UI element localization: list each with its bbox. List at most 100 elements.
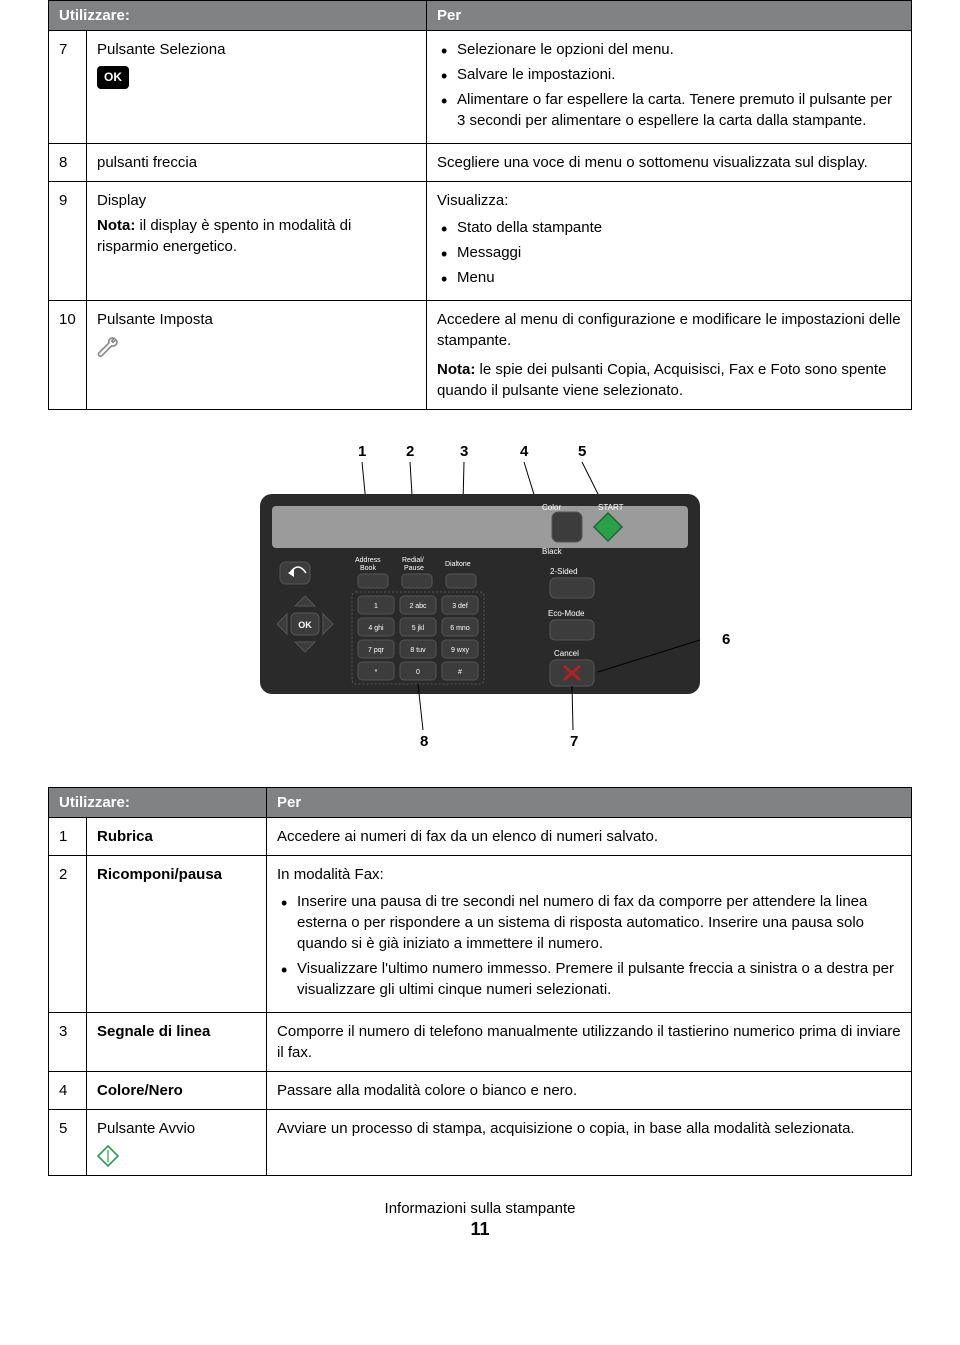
- label-address: Address: [355, 557, 381, 564]
- row-name-cell: Display Nota: il display è spento in mod…: [87, 182, 427, 301]
- label-eco: Eco-Mode: [548, 609, 585, 618]
- callout-5: 5: [578, 443, 586, 460]
- callout-3: 3: [460, 443, 468, 460]
- svg-text:0: 0: [416, 669, 420, 676]
- label-dialtone: Dialtone: [445, 561, 471, 568]
- start-diamond-icon: [97, 1145, 119, 1167]
- callout-6: 6: [722, 631, 730, 648]
- row-num: 8: [49, 144, 87, 182]
- row-num: 10: [49, 301, 87, 410]
- callout-2: 2: [406, 443, 414, 460]
- callout-7: 7: [570, 733, 578, 750]
- row-name: Pulsante Seleziona: [97, 39, 416, 60]
- row-name-cell: Pulsante Imposta: [87, 301, 427, 410]
- note-label: Nota:: [97, 217, 135, 234]
- row-num: 4: [49, 1072, 87, 1110]
- footer: Informazioni sulla stampante 11: [48, 1200, 912, 1240]
- table-row: 4 Colore/Nero Passare alla modalità colo…: [49, 1072, 912, 1110]
- row-for: Accedere al menu di configurazione e mod…: [427, 301, 912, 410]
- row-num: 7: [49, 31, 87, 144]
- table1-header-for: Per: [427, 1, 912, 31]
- label-ok: OK: [298, 620, 312, 630]
- row-for: In modalità Fax: Inserire una pausa di t…: [267, 856, 912, 1013]
- row-for: Visualizza: Stato della stampante Messag…: [427, 182, 912, 301]
- row-name: Rubrica: [87, 818, 267, 856]
- svg-text:6 mno: 6 mno: [450, 625, 470, 632]
- svg-text:Book: Book: [360, 565, 376, 572]
- label-2sided: 2-Sided: [550, 567, 578, 576]
- table2-header-for: Per: [267, 788, 912, 818]
- row-name: Ricomponi/pausa: [87, 856, 267, 1013]
- note-text: le spie dei pulsanti Copia, Acquisisci, …: [437, 361, 886, 399]
- table-row: 3 Segnale di linea Comporre il numero di…: [49, 1013, 912, 1072]
- bullet: Salvare le impostazioni.: [457, 64, 901, 85]
- svg-text:4 ghi: 4 ghi: [368, 625, 384, 632]
- wrench-icon: [97, 336, 121, 360]
- callout-4: 4: [520, 443, 529, 460]
- label-color: Color: [542, 503, 561, 512]
- row-for: Comporre il numero di telefono manualmen…: [267, 1013, 912, 1072]
- bullet: Selezionare le opzioni del menu.: [457, 39, 901, 60]
- row-note: Nota: il display è spento in modalità di…: [97, 215, 416, 257]
- row-name: Display: [97, 190, 416, 211]
- row-name: Pulsante Imposta: [97, 309, 416, 330]
- panel-svg: 1 2 3 4 5 Colo: [210, 434, 750, 754]
- row-name-cell: Pulsante Seleziona OK: [87, 31, 427, 144]
- bullet: Menu: [457, 267, 901, 288]
- page-number: 11: [48, 1219, 912, 1240]
- table-row: 10 Pulsante Imposta Accedere al menu di …: [49, 301, 912, 410]
- row-name: Segnale di linea: [87, 1013, 267, 1072]
- table-row: 2 Ricomponi/pausa In modalità Fax: Inser…: [49, 856, 912, 1013]
- svg-text:2 abc: 2 abc: [409, 603, 427, 610]
- row-num: 1: [49, 818, 87, 856]
- label-black: Black: [542, 547, 563, 556]
- note-text: il display è spento in modalità di rispa…: [97, 217, 351, 255]
- row-for: Scegliere una voce di menu o sottomenu v…: [427, 144, 912, 182]
- ok-icon: OK: [97, 66, 129, 89]
- label-redial: Redial/: [402, 557, 424, 564]
- table-row: 1 Rubrica Accedere ai numeri di fax da u…: [49, 818, 912, 856]
- for-lead: Visualizza:: [437, 190, 901, 211]
- note-label: Nota:: [437, 361, 475, 378]
- row-name: Pulsante Avvio: [97, 1118, 256, 1139]
- row-num: 3: [49, 1013, 87, 1072]
- bullet: Alimentare o far espellere la carta. Ten…: [457, 89, 901, 131]
- row-for: Accedere ai numeri di fax da un elenco d…: [267, 818, 912, 856]
- row-for: Selezionare le opzioni del menu. Salvare…: [427, 31, 912, 144]
- table1-header-use: Utilizzare:: [49, 1, 427, 31]
- label-cancel: Cancel: [554, 649, 579, 658]
- bullet: Visualizzare l'ultimo numero immesso. Pr…: [297, 958, 901, 1000]
- table1: Utilizzare: Per 7 Pulsante Seleziona OK …: [48, 0, 912, 410]
- callout-8: 8: [420, 733, 428, 750]
- callout-1: 1: [358, 443, 366, 460]
- for-text: Accedere al menu di configurazione e mod…: [437, 309, 901, 351]
- svg-text:1: 1: [374, 603, 378, 610]
- row-name: Colore/Nero: [87, 1072, 267, 1110]
- row-for: Avviare un processo di stampa, acquisizi…: [267, 1110, 912, 1176]
- table2: Utilizzare: Per 1 Rubrica Accedere ai nu…: [48, 787, 912, 1176]
- svg-text:5 jkl: 5 jkl: [412, 625, 425, 632]
- row-num: 9: [49, 182, 87, 301]
- table-row: 9 Display Nota: il display è spento in m…: [49, 182, 912, 301]
- bullet: Stato della stampante: [457, 217, 901, 238]
- row-num: 5: [49, 1110, 87, 1176]
- for-lead: In modalità Fax:: [277, 864, 901, 885]
- svg-text:7 pqr: 7 pqr: [368, 647, 385, 654]
- row-note: Nota: le spie dei pulsanti Copia, Acquis…: [437, 359, 901, 401]
- table-row: 8 pulsanti freccia Scegliere una voce di…: [49, 144, 912, 182]
- svg-text:#: #: [458, 669, 462, 676]
- table-row: 7 Pulsante Seleziona OK Selezionare le o…: [49, 31, 912, 144]
- svg-text:*: *: [375, 669, 378, 676]
- control-panel-figure: 1 2 3 4 5 Colo: [48, 434, 912, 759]
- svg-text:8 tuv: 8 tuv: [410, 647, 426, 654]
- bullet: Messaggi: [457, 242, 901, 263]
- table2-header-use: Utilizzare:: [49, 788, 267, 818]
- row-name: pulsanti freccia: [87, 144, 427, 182]
- row-name-cell: Pulsante Avvio: [87, 1110, 267, 1176]
- page: Utilizzare: Per 7 Pulsante Seleziona OK …: [0, 0, 960, 1270]
- row-num: 2: [49, 856, 87, 1013]
- table-row: 5 Pulsante Avvio Avviare un processo di …: [49, 1110, 912, 1176]
- svg-text:3 def: 3 def: [452, 603, 468, 610]
- footer-title: Informazioni sulla stampante: [48, 1200, 912, 1217]
- label-start: START: [598, 503, 624, 512]
